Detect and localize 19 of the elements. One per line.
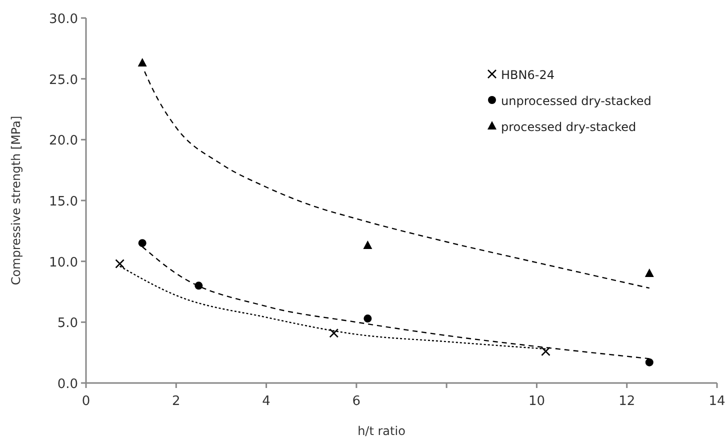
- legend-label: processed dry-stacked: [501, 120, 636, 134]
- x-tick-label: 14: [708, 394, 725, 409]
- x-tick-label: 10: [528, 394, 545, 409]
- y-tick-label: 10.0: [49, 255, 78, 270]
- x-axis-title: h/t ratio: [358, 424, 406, 438]
- x-tick-label: 2: [172, 394, 180, 409]
- y-tick-label: 20.0: [49, 134, 78, 149]
- y-tick-label: 25.0: [49, 72, 78, 88]
- x-tick-label: 12: [618, 394, 636, 409]
- y-tick-label: 0.0: [57, 377, 78, 392]
- legend-label: unprocessed dry-stacked: [501, 94, 652, 108]
- legend-label: HBN6-24: [501, 68, 554, 82]
- x-tick-label: 0: [82, 394, 90, 409]
- y-tick-label: 15.0: [49, 194, 78, 210]
- y-axis-title: Compressive strength [MPa]: [9, 116, 23, 286]
- x-tick-label: 6: [352, 394, 361, 409]
- y-tick-label: 30.0: [49, 12, 78, 27]
- x-tick-label: 4: [262, 394, 270, 409]
- y-tick-label: 5.0: [57, 316, 78, 332]
